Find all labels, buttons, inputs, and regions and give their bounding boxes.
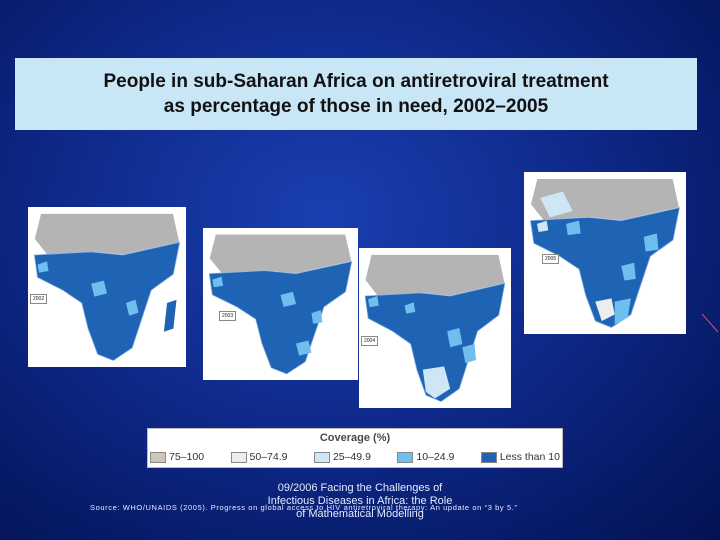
legend-swatch <box>313 451 330 463</box>
africa-map-2005 <box>524 172 686 334</box>
legend-item: 25–49.9 <box>313 451 371 463</box>
map-year-label: 2004 <box>361 336 379 346</box>
coverage-legend: Coverage (%) 75–100 50–74.9 25–49.9 10–2… <box>147 428 563 468</box>
africa-map-2004 <box>359 248 511 408</box>
decorative-stroke <box>701 313 719 333</box>
legend-label: 50–74.9 <box>249 451 288 463</box>
legend-swatch <box>150 451 166 463</box>
slide-footer: 09/2006 Facing the Challenges of Infecti… <box>255 482 465 521</box>
footer-line-1: 09/2006 Facing the Challenges of <box>277 482 443 494</box>
legend-item: Less than 10 <box>480 451 560 463</box>
legend-label: 10–24.9 <box>416 451 455 463</box>
map-year-label: 2003 <box>219 311 237 321</box>
legend-title: Coverage (%) <box>319 432 391 444</box>
legend-swatch <box>480 451 497 463</box>
footer-line-3: of Mathematical Modelling <box>296 508 424 520</box>
legend-item: 10–24.9 <box>397 451 454 463</box>
slide-title: People in sub-Saharan Africa on antiretr… <box>15 58 697 130</box>
map-2003: 2003 <box>203 228 358 380</box>
legend-swatch <box>230 451 247 463</box>
legend-label: Less than 10 <box>499 451 560 463</box>
legend-swatch <box>397 451 414 463</box>
map-2005: 2005 <box>524 172 686 334</box>
footer-line-2: Infectious Diseases in Africa: the Role <box>267 495 453 507</box>
slide-title-line-1: People in sub-Saharan Africa on antiretr… <box>103 71 609 92</box>
legend-label: 25–49.9 <box>332 451 371 463</box>
map-year-label: 2002 <box>30 294 48 304</box>
source-citation: Source: WHO/UNAIDS (2005). Progress on g… <box>90 503 518 512</box>
map-2002: 2002 <box>28 207 186 367</box>
legend-label: 75–100 <box>169 451 205 463</box>
africa-map-2002 <box>28 207 186 367</box>
legend-items: 75–100 50–74.9 25–49.9 10–24.9 Less than… <box>150 449 560 465</box>
map-year-label: 2005 <box>542 254 560 264</box>
slide-title-line-2: as percentage of those in need, 2002–200… <box>163 96 549 117</box>
map-2004: 2004 <box>359 248 511 408</box>
legend-item: 75–100 <box>150 451 204 463</box>
legend-item: 50–74.9 <box>230 451 288 463</box>
africa-map-2003 <box>203 228 358 380</box>
